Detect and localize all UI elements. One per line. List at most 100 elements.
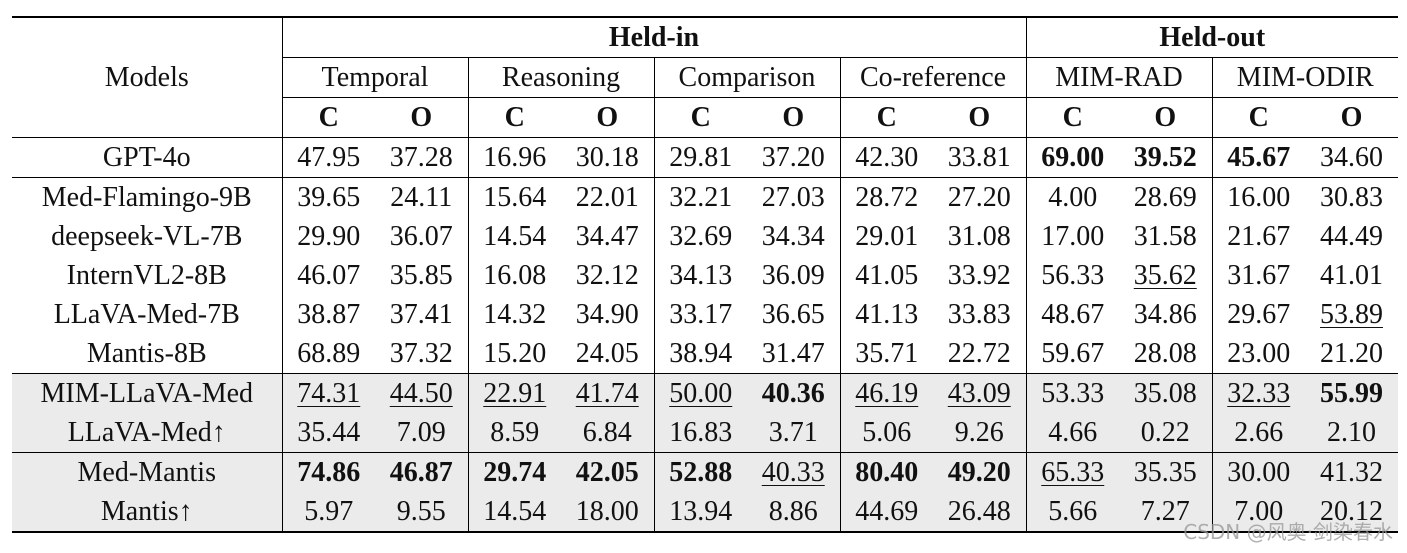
value-cell: 26.48 (933, 492, 1026, 533)
value-cell: 41.74 (561, 373, 654, 413)
value: 13.94 (669, 495, 733, 527)
value: 34.86 (1133, 298, 1197, 330)
value: 45.67 (1227, 141, 1291, 173)
value-cell: 2.10 (1305, 413, 1398, 453)
value: 7.00 (1234, 495, 1284, 527)
value: 31.47 (761, 337, 825, 369)
value-cell: 41.01 (1305, 256, 1398, 295)
value-cell: 16.96 (467, 137, 561, 178)
table-row: deepseek-VL-7B 29.90 36.07 14.54 34.47 32.69 3… (12, 217, 1398, 256)
model-name: Med-Flamingo-9B (12, 177, 283, 217)
value: 35.85 (389, 259, 453, 291)
value: 46.19 (855, 377, 919, 409)
value: 42.30 (855, 141, 919, 173)
value-cell: 34.90 (561, 295, 654, 334)
value-cell: 28.08 (1119, 334, 1212, 374)
value-cell: 9.26 (933, 413, 1026, 453)
metric-header: C (281, 97, 375, 138)
watermark: CSDN @风奥·剑染春水 (1183, 520, 1393, 544)
value-cell: 2.66 (1211, 413, 1305, 453)
value-cell: 48.67 (1025, 295, 1119, 334)
value-cell: 40.36 (747, 373, 840, 413)
value: 47.95 (297, 141, 361, 173)
value: 74.86 (297, 456, 361, 488)
value-cell: 41.13 (839, 295, 933, 334)
value: 4.00 (1048, 181, 1098, 213)
value-cell: 29.90 (282, 217, 375, 256)
value: 55.99 (1320, 377, 1383, 409)
subgroup-header: Comparison (653, 57, 840, 98)
value: 53.33 (1041, 377, 1105, 409)
metric-header: O (375, 97, 468, 138)
value: 4.66 (1048, 416, 1098, 448)
value: 27.20 (947, 181, 1011, 213)
value-cell: 42.30 (839, 137, 933, 178)
value-cell: 23.00 (1211, 334, 1305, 374)
value-cell: 50.00 (653, 373, 747, 413)
value: 29.81 (669, 141, 733, 173)
value: 29.74 (483, 456, 547, 488)
value: 27.03 (761, 181, 825, 213)
value: 9.55 (396, 495, 446, 527)
table-row: Med-Flamingo-9B 39.65 24.11 15.64 22.01 32.21… (12, 177, 1398, 218)
value-cell: 24.05 (561, 334, 654, 374)
value-cell: 36.09 (747, 256, 840, 295)
value-cell: 46.19 (839, 373, 933, 413)
value-cell: 33.81 (933, 137, 1026, 178)
value: 28.08 (1133, 337, 1197, 369)
value: 74.31 (297, 377, 361, 409)
value: 41.01 (1320, 259, 1383, 291)
model-name: MIM-LLaVA-Med (12, 373, 283, 413)
value-cell: 44.49 (1305, 217, 1398, 256)
value-cell: 80.40 (839, 452, 933, 492)
model-name: LLaVA-Med-7B (12, 295, 283, 334)
value: 41.74 (575, 377, 639, 409)
value: 0.22 (1140, 416, 1190, 448)
subgroup-header: Temporal (281, 57, 468, 98)
value: 68.89 (297, 337, 361, 369)
value-cell: 4.66 (1025, 413, 1119, 453)
value-cell: 7.27 (1119, 492, 1212, 533)
value: 6.84 (582, 416, 632, 448)
value-cell: 45.67 (1211, 137, 1305, 178)
value-cell: 5.66 (1025, 492, 1119, 533)
value: 30.00 (1227, 456, 1291, 488)
value: 26.48 (947, 495, 1011, 527)
value: 69.00 (1041, 141, 1105, 173)
value: 35.35 (1133, 456, 1197, 488)
value: 20.12 (1320, 495, 1383, 527)
value: 41.05 (855, 259, 919, 291)
value-cell: 34.86 (1119, 295, 1212, 334)
value: 34.60 (1320, 141, 1383, 173)
value-cell: 44.50 (375, 373, 468, 413)
value-cell: 37.32 (375, 334, 468, 374)
value-cell: 74.86 (282, 452, 375, 492)
value-cell: 32.12 (561, 256, 654, 295)
value: 2.66 (1234, 416, 1284, 448)
value-cell: 69.00 (1025, 137, 1119, 178)
model-name: InternVL2-8B (12, 256, 283, 295)
value: 35.08 (1133, 377, 1197, 409)
value-cell: 52.88 (653, 452, 747, 492)
metric-header: O (747, 97, 840, 138)
value-cell: 30.83 (1305, 178, 1398, 218)
value-cell: 29.81 (653, 137, 747, 178)
value: 34.90 (575, 298, 639, 330)
model-name: LLaVA-Med↑ (12, 413, 283, 453)
value: 30.18 (575, 141, 639, 173)
value: 32.33 (1227, 377, 1291, 409)
value-cell: 35.35 (1119, 452, 1212, 492)
value-cell: 74.31 (282, 373, 375, 413)
value-cell: 35.62 (1119, 256, 1212, 295)
value: 24.11 (390, 181, 453, 213)
table-row: Med-Mantis 74.86 46.87 29.74 42.05 52.88 40.33… (12, 452, 1398, 492)
value-cell: 34.47 (561, 217, 654, 256)
header-row: Temporal Reasoning Comparison Co-reference M… (12, 57, 1398, 98)
value-cell: 29.67 (1211, 295, 1305, 334)
value-cell: 20.12 (1305, 492, 1398, 533)
value-cell: 39.65 (282, 178, 375, 218)
value-cell: 35.71 (839, 334, 933, 374)
value: 29.01 (855, 220, 919, 252)
value-cell: 16.00 (1211, 177, 1305, 217)
value: 39.52 (1133, 141, 1197, 173)
